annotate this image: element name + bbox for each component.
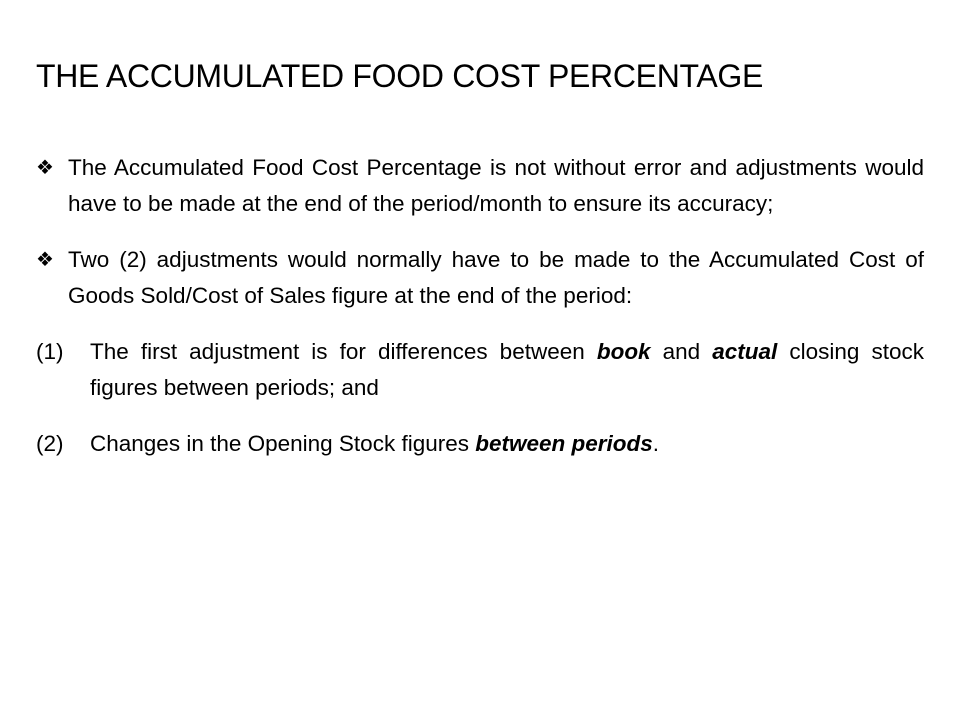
item-marker: (2) (36, 431, 64, 456)
item-marker: (1) (36, 339, 64, 364)
slide-body: ❖ The Accumulated Food Cost Percentage is… (36, 150, 924, 482)
slide-title: THE ACCUMULATED FOOD COST PERCENTAGE (36, 58, 764, 94)
bullet-text: Two (2) adjustments would normally have … (68, 247, 924, 308)
bullet-text: The Accumulated Food Cost Percentage is … (68, 155, 924, 216)
item-text: The first adjustment is for differences … (90, 339, 597, 364)
item-text: actual (712, 339, 778, 364)
item-text: between periods (475, 431, 653, 456)
bullet-paragraph: ❖ The Accumulated Food Cost Percentage is… (36, 150, 924, 222)
bullet-icon: ❖ (36, 249, 54, 271)
item-text: . (652, 431, 660, 456)
numbered-item: (2) Changes in the Opening Stock figures … (36, 426, 924, 462)
item-text: closing stock figures between periods; a… (90, 339, 931, 400)
bullet-icon: ❖ (36, 157, 54, 179)
item-text: and (650, 339, 713, 364)
item-text: Changes in the Opening Stock figures (90, 431, 476, 456)
bullet-paragraph: ❖ Two (2) adjustments would normally have… (36, 242, 924, 314)
item-text: book (596, 339, 651, 364)
numbered-item: (1) The first adjustment is for differenc… (36, 334, 924, 406)
